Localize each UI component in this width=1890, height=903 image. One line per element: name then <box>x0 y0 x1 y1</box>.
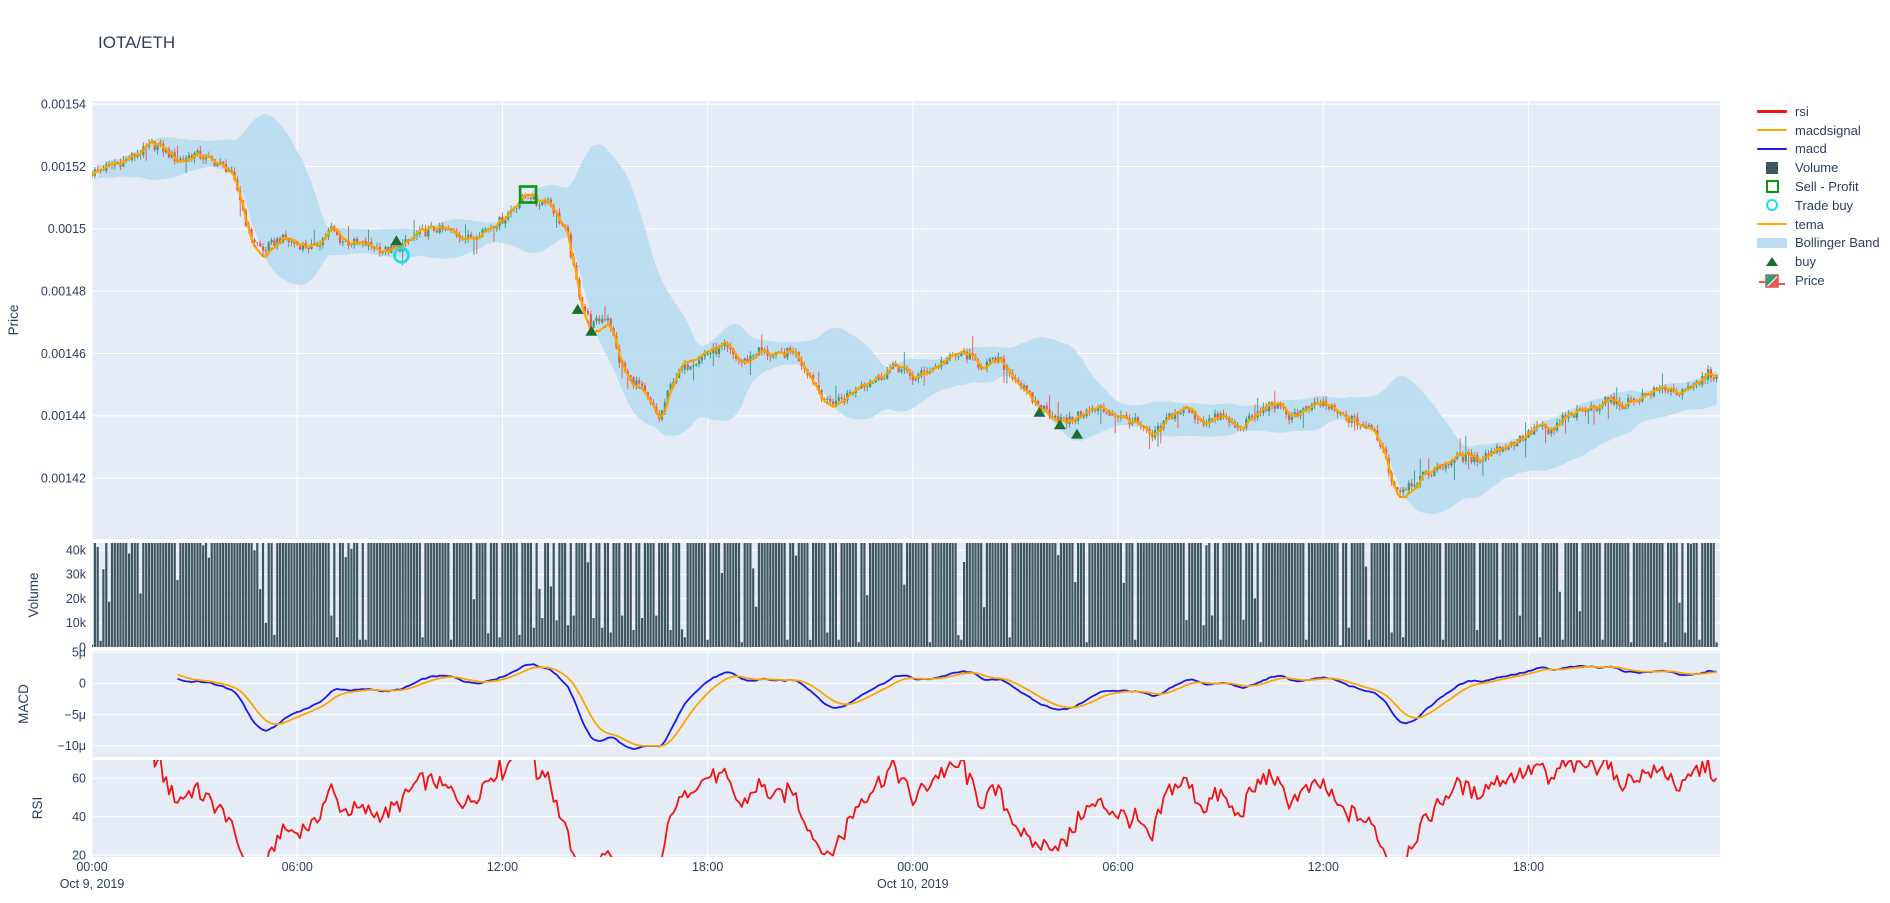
tema-glyph-icon <box>1757 222 1787 226</box>
x-tick-label: 12:00 <box>487 860 518 874</box>
legend-item-macd[interactable]: macd <box>1757 140 1880 159</box>
macd-ytick-label: −10μ <box>58 739 86 753</box>
legend-item-sell-profit[interactable]: Sell - Profit <box>1757 177 1880 196</box>
legend-label: Volume <box>1795 160 1839 176</box>
x-tick-label: 06:00 <box>282 860 313 874</box>
legend-label: Price <box>1795 273 1825 289</box>
price-ytick-label: 0.00148 <box>41 284 86 298</box>
price-ytick-label: 0.00144 <box>41 409 86 423</box>
legend-label: Sell - Profit <box>1795 179 1859 195</box>
volume-axis-title: Volume <box>26 572 41 617</box>
sell-profit-glyph-icon <box>1757 180 1787 194</box>
legend-item-rsi[interactable]: rsi <box>1757 102 1880 121</box>
legend-item-volume[interactable]: Volume <box>1757 158 1880 177</box>
bollinger-band-glyph-icon <box>1757 237 1787 248</box>
macd-ytick-label: 0 <box>79 677 86 691</box>
legend-item-macdsignal[interactable]: macdsignal <box>1757 121 1880 140</box>
macdsignal-line <box>177 665 1717 748</box>
tema-dots <box>92 140 1718 499</box>
x-tick-label: 00:00 <box>897 860 928 874</box>
x-tick-label: 18:00 <box>1513 860 1544 874</box>
legend: rsi macdsignal macd Volume Sell - Profit Trad… <box>1757 102 1880 290</box>
rsi-panel-bg[interactable] <box>92 760 1720 857</box>
x-tick-label: 00:00 <box>76 860 107 874</box>
trade-buy-marker[interactable] <box>393 246 410 264</box>
buy-marker[interactable] <box>571 303 584 314</box>
x-tick-label: 12:00 <box>1308 860 1339 874</box>
buy-marker[interactable] <box>1053 419 1066 430</box>
bollinger-band-area <box>97 114 1717 515</box>
macd-ytick-label: 5μ <box>72 646 86 660</box>
trade-buy-glyph-icon <box>1757 199 1787 212</box>
volume-ytick-label: 30k <box>66 568 87 582</box>
rsi-ytick-label: 60 <box>72 772 86 786</box>
legend-label: tema <box>1795 216 1824 232</box>
price-glyph-icon <box>1757 272 1787 290</box>
legend-label: Bollinger Band <box>1795 235 1880 251</box>
legend-item-bollinger-band[interactable]: Bollinger Band <box>1757 234 1880 253</box>
price-axis-title: Price <box>6 305 21 336</box>
candle-bodies-up <box>93 141 1718 493</box>
price-ytick-label: 0.00152 <box>41 160 86 174</box>
volume-ytick-label: 20k <box>66 592 87 606</box>
legend-label: Trade buy <box>1795 197 1854 213</box>
buy-glyph-icon <box>1757 257 1787 267</box>
macd-glyph-icon <box>1757 147 1787 151</box>
x-date-label: Oct 10, 2019 <box>877 877 949 891</box>
price-ytick-label: 0.00142 <box>41 472 86 486</box>
price-ytick-label: 0.00154 <box>41 97 86 111</box>
legend-item-buy[interactable]: buy <box>1757 252 1880 271</box>
legend-item-trade-buy[interactable]: Trade buy <box>1757 196 1880 215</box>
legend-label: macdsignal <box>1795 122 1861 138</box>
legend-item-price[interactable]: Price <box>1757 271 1880 290</box>
legend-label: rsi <box>1795 103 1809 119</box>
rsi-line <box>153 760 1718 857</box>
x-tick-label: 18:00 <box>692 860 723 874</box>
volume-ytick-label: 0 <box>79 640 86 654</box>
macd-panel-bg[interactable] <box>92 651 1720 757</box>
buy-marker[interactable] <box>390 235 403 246</box>
legend-label: macd <box>1795 141 1827 157</box>
macd-ytick-label: −5μ <box>65 708 86 722</box>
rsi-ytick-label: 20 <box>72 848 86 862</box>
sell-profit-marker[interactable] <box>518 185 538 204</box>
buy-marker[interactable] <box>1071 428 1084 439</box>
macd-line <box>177 663 1717 751</box>
x-tick-label: 06:00 <box>1102 860 1133 874</box>
chart-title: IOTA/ETH <box>98 33 176 52</box>
rsi-glyph-icon <box>1757 110 1787 113</box>
price-ytick-label: 0.0015 <box>48 222 86 236</box>
macd-axis-title: MACD <box>16 684 31 724</box>
buy-marker[interactable] <box>1033 406 1046 417</box>
volume-glyph-icon <box>1757 161 1787 174</box>
x-date-label: Oct 9, 2019 <box>60 877 125 891</box>
volume-bars <box>92 543 1718 647</box>
macdsignal-glyph-icon <box>1757 128 1787 132</box>
legend-item-tema[interactable]: tema <box>1757 215 1880 234</box>
volume-ytick-label: 10k <box>66 616 87 630</box>
volume-ytick-label: 40k <box>66 544 87 558</box>
rsi-axis-title: RSI <box>30 797 45 820</box>
buy-marker[interactable] <box>585 325 598 336</box>
legend-label: buy <box>1795 254 1816 270</box>
rsi-ytick-label: 40 <box>72 810 86 824</box>
price-ytick-label: 0.00146 <box>41 347 86 361</box>
